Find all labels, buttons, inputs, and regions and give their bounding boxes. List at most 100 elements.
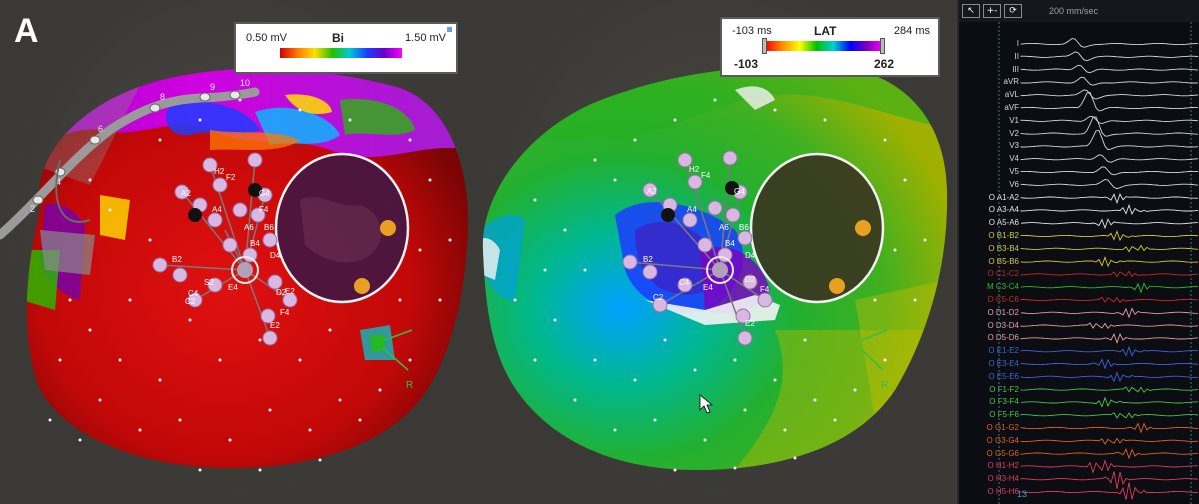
lead-label[interactable]: O B1-B2 [988,231,1019,240]
lead-label[interactable]: O A5-A6 [988,218,1019,228]
svg-text:A6: A6 [244,223,254,232]
lat-title: LAT [814,24,837,38]
lead-label[interactable]: O H5-H6 [987,487,1019,496]
svg-text:D2: D2 [276,288,287,297]
lat-max-slider[interactable] [880,38,885,54]
svg-text:B4: B4 [725,239,735,248]
lead-label[interactable]: O B5-B6 [988,256,1019,266]
tag-marker [855,220,871,236]
lead-label[interactable]: O C5-C6 [987,295,1019,304]
sweep-speed[interactable]: 200 mm/sec [1049,6,1099,16]
lat-colorbar: -103 ms LAT 284 ms -103 262 [720,17,940,77]
lead-label[interactable]: O B3-B4 [988,243,1019,253]
svg-text:E2: E2 [285,287,295,296]
lat-min-label: -103 ms [732,25,772,37]
lead-label[interactable]: O F5-F6 [989,410,1019,420]
lead-label[interactable]: II [1014,51,1019,61]
lead-trace [1020,270,1199,278]
tag-marker [829,278,845,294]
lead-trace [1020,282,1198,294]
lead-label[interactable]: O G5-G6 [986,448,1019,458]
lead-label[interactable]: O A3-A4 [988,205,1019,215]
lead-trace [1020,482,1199,500]
lat-gradient [766,41,884,51]
lead-trace [1020,38,1199,48]
refresh-tool-button[interactable]: ⟳ [1004,4,1022,18]
svg-text:B2: B2 [172,255,182,264]
lead-label[interactable]: V2 [1009,128,1019,138]
bipolar-map-canvas[interactable]: 2 4 6 8 9 10 H2 A2 A4 [0,0,473,504]
lead-label[interactable]: O H3-H4 [987,474,1019,484]
svg-text:B4: B4 [250,239,260,248]
mapping-points [513,98,927,472]
lat-map-canvas[interactable]: H2 A2 A4 F4 G4 A6 B6 B2 B4 D4 C4 D2 C2 E… [475,0,955,504]
svg-text:6: 6 [98,124,103,134]
lead-label[interactable]: O E3-E4 [988,359,1019,368]
bipolar-max-label: 1.50 mV [405,32,446,44]
mouse-cursor-icon [699,394,714,414]
lead-label[interactable]: O F1-F2 [989,384,1019,394]
lead-trace [1020,179,1199,190]
lead-label[interactable]: O H1-H2 [987,461,1019,471]
bipolar-gradient [280,48,402,58]
bipolar-map-panel[interactable]: 2 4 6 8 9 10 H2 A2 A4 [0,0,473,504]
lead-label[interactable]: V1 [1009,115,1019,125]
lead-label[interactable]: O G1-G2 [986,423,1019,432]
svg-text:D4: D4 [270,251,281,260]
lead-label[interactable]: O E5-E6 [988,371,1019,381]
lead-trace [1020,115,1199,124]
r-marker [859,329,888,371]
lead-label[interactable]: O G3-G4 [986,435,1019,445]
zoom-tool-button[interactable]: +- [983,4,1001,18]
svg-text:C2: C2 [653,293,664,302]
svg-text:D4: D4 [745,251,756,260]
lead-trace [1020,371,1198,383]
settings-icon[interactable] [447,27,452,32]
lead-label[interactable]: O A1-A2 [988,192,1019,202]
svg-text:10: 10 [240,78,250,88]
lead-label[interactable]: O D3-D4 [987,320,1019,330]
lead-label[interactable]: V5 [1009,167,1019,176]
lead-label[interactable]: O D5-D6 [987,333,1019,343]
pointer-tool-button[interactable]: ↖ [962,4,980,18]
svg-text:2: 2 [30,204,35,214]
bipolar-title: Bi [332,31,344,45]
electrogram-panel[interactable]: ↖ +- ⟳ 200 mm/sec I II III aVR aVL aVF V1 V2 V3 V… [957,0,1199,504]
lead-label[interactable]: O F3-F4 [989,397,1019,407]
svg-text:A2: A2 [647,187,657,196]
lat-min-value[interactable]: -103 [734,57,759,71]
spline-labels: H2 A2 A4 F4 G4 A6 B6 B2 B4 D4 C4 D2 C2 E… [643,165,770,328]
lat-map-panel[interactable]: H2 A2 A4 F4 G4 A6 B6 B2 B4 D4 C4 D2 C2 E… [475,0,955,504]
lead-trace [1020,307,1199,319]
lead-label[interactable]: V6 [1009,179,1019,189]
tag-marker [354,278,370,294]
lead-trace [1020,396,1199,408]
lead-label[interactable]: aVR [1003,77,1019,87]
svg-text:E4: E4 [228,283,238,292]
lead-trace [1020,412,1199,419]
lead-label[interactable]: aVL [1004,90,1019,100]
lead-label[interactable]: V3 [1009,141,1019,151]
lead-label[interactable]: V4 [1009,154,1019,164]
lead-trace [1020,218,1199,230]
lat-min-slider[interactable] [762,38,767,54]
lead-label[interactable]: O C1-C2 [987,269,1019,279]
lead-label[interactable]: O D1-D2 [987,307,1019,317]
lead-label[interactable]: O E1-E2 [988,346,1019,356]
svg-text:B6: B6 [264,223,274,232]
spline-labels: H2 A2 A4 F2 G4 F4 A6 B6 B2 B4 S2 D4 C4 E… [172,167,295,330]
lead-trace [1020,89,1199,100]
lead-label[interactable]: M C3-C4 [986,282,1019,292]
lead-trace [1020,332,1199,344]
svg-text:E2: E2 [270,321,280,330]
bipolar-colorbar: 0.50 mV Bi 1.50 mV [234,22,458,74]
lead-label[interactable]: III [1012,64,1019,74]
lat-max-value[interactable]: 262 [874,57,895,71]
lead-label[interactable]: I [1016,39,1019,48]
svg-text:H2: H2 [689,165,700,174]
lead-trace [1020,256,1199,268]
svg-text:9: 9 [210,82,215,92]
lead-label[interactable]: aVF [1004,103,1019,112]
svg-text:A2: A2 [181,189,191,198]
r-marker-label: R [406,380,413,391]
